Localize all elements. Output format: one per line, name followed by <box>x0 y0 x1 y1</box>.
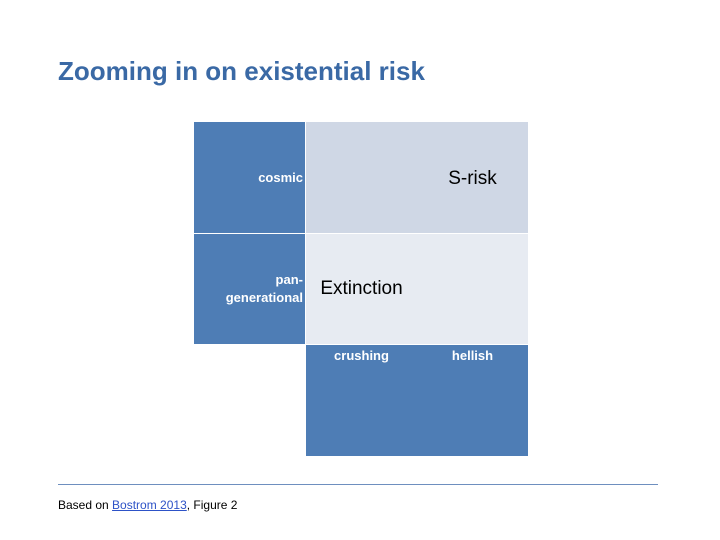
footer-suffix: , Figure 2 <box>186 498 238 512</box>
cell-pan-generational-hellish <box>417 234 528 344</box>
row-header-cosmic: cosmic <box>194 122 305 233</box>
cell-text-cosmic-crushing <box>306 122 417 233</box>
slide-title: Zooming in on existential risk <box>58 56 425 86</box>
cell-text-extinction: Extinction <box>320 278 403 299</box>
cell-text-pan-generational-hellish <box>417 234 528 344</box>
footer-citation: Based on Bostrom 2013, Figure 2 <box>58 498 237 512</box>
column-label-hellish: hellish <box>451 348 494 363</box>
row-header-pan-generational: pan- generational <box>194 234 305 344</box>
column-header-crushing: crushing <box>306 345 417 456</box>
column-label-crushing: crushing <box>334 348 389 363</box>
row-label-cosmic: cosmic <box>258 169 303 185</box>
cell-pan-generational-crushing: Extinction <box>306 234 417 344</box>
cell-cosmic-hellish: S-risk <box>417 122 528 233</box>
cell-text-s-risk: S-risk <box>448 168 497 189</box>
footer-divider <box>58 484 658 485</box>
cell-cosmic-crushing <box>306 122 417 233</box>
row-label-pan-generational: pan- generational <box>225 272 303 305</box>
column-header-hellish: hellish <box>417 345 528 456</box>
bostrom-2013-link[interactable]: Bostrom 2013 <box>112 498 187 512</box>
footer-prefix: Based on <box>58 498 113 512</box>
